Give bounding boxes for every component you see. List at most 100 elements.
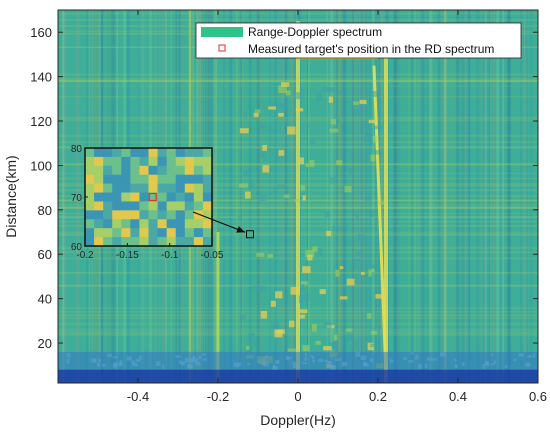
inset-pixel <box>130 219 140 229</box>
spectrum-ridge <box>384 32 388 383</box>
low-range-speckle <box>439 352 446 357</box>
spectrum-stripe <box>469 10 471 383</box>
inset-pixel <box>94 201 104 211</box>
spectrum-speckle <box>269 129 276 133</box>
low-range-speckle <box>408 359 414 363</box>
inset-pixel <box>121 192 131 202</box>
spectrum-stripe <box>509 10 511 383</box>
inset-pixel <box>112 210 122 220</box>
spectrum-stripe <box>482 10 484 383</box>
spectrum-speckle <box>335 269 340 277</box>
inset-pixel <box>94 210 104 220</box>
spectrum-speckle <box>369 209 375 218</box>
inset-pixel <box>166 174 177 185</box>
low-range-speckle <box>490 353 494 356</box>
inset-pixel <box>184 174 195 185</box>
inset-pixel <box>175 183 186 194</box>
spectrum-stripe <box>526 10 528 383</box>
legend-spectrum-patch <box>201 27 243 37</box>
spectrum-speckle <box>305 124 310 128</box>
spectrum-speckle <box>344 185 352 193</box>
spectrum-stripe <box>372 10 375 383</box>
spectrum-stripe <box>464 10 466 383</box>
inset-pixel <box>121 219 131 229</box>
spectrum-speckle <box>346 333 353 342</box>
spectrum-speckle <box>239 128 249 134</box>
low-range-speckle <box>403 357 408 360</box>
spectrum-speckle <box>338 90 346 95</box>
inset-pixel <box>193 192 204 202</box>
spectrum-speckle <box>324 210 330 218</box>
spectrum-speckle <box>284 194 290 198</box>
spectrum-stripe <box>341 10 344 383</box>
inset-pixel <box>85 148 95 158</box>
spectrum-speckle <box>315 340 321 345</box>
spectrum-speckle <box>363 135 372 143</box>
inset-pixel <box>157 210 168 220</box>
spectrum-speckle <box>289 320 295 328</box>
y-tick-label: 80 <box>38 203 52 218</box>
inset-pixel <box>148 219 159 229</box>
inset-pixel <box>130 156 140 167</box>
spectrum-stripe <box>274 10 278 383</box>
spectrum-stripe <box>421 10 425 383</box>
spectrum-speckle <box>336 160 343 166</box>
inset-pixel <box>85 219 95 229</box>
spectrum-stripe <box>351 10 354 383</box>
inset-pixel <box>130 210 140 220</box>
spectrum-speckle <box>304 293 310 302</box>
spectrum-stripe <box>493 10 496 383</box>
low-range-band <box>58 351 538 370</box>
inset-pixel <box>166 210 177 220</box>
inset-pixel <box>175 210 186 220</box>
spectrum-stripe <box>394 10 398 383</box>
spectrum-speckle <box>346 278 355 286</box>
spectrum-stripe <box>482 10 485 383</box>
spectrum-speckle <box>317 248 323 256</box>
inset-pixel <box>112 183 122 194</box>
spectrum-speckle <box>354 251 363 256</box>
inset-pixel <box>85 165 95 176</box>
target-marker <box>246 230 254 239</box>
low-range-speckle <box>410 352 414 355</box>
inset-pixel <box>112 201 122 211</box>
low-range-speckle <box>355 352 361 357</box>
spectrum-stripe <box>375 10 378 383</box>
low-range-speckle <box>161 364 165 369</box>
spectrum-speckle <box>267 253 274 258</box>
spectrum-speckle <box>364 195 372 201</box>
spectrum-speckle <box>345 328 353 332</box>
low-range-speckle <box>135 358 141 362</box>
spectrum-speckle <box>370 154 376 162</box>
low-range-speckle <box>310 355 314 358</box>
spectrum-speckle <box>332 225 342 231</box>
spectrum-speckle <box>285 90 291 96</box>
low-range-speckle <box>66 358 70 364</box>
spectrum-speckle <box>257 285 267 293</box>
spectrum-speckle <box>271 321 279 330</box>
spectrum-speckle <box>295 92 304 100</box>
spectrum-stripe <box>461 10 463 383</box>
spectrum-speckle <box>255 109 261 114</box>
inset-pixel <box>112 219 122 229</box>
spectrum-speckle <box>322 86 331 92</box>
spectrum-speckle <box>342 326 347 331</box>
spectrum-speckle <box>373 136 377 143</box>
low-range-speckle <box>292 361 297 365</box>
spectrum-stripe <box>379 10 383 383</box>
low-range-speckle <box>303 357 308 361</box>
low-range-speckle <box>484 361 489 366</box>
spectrum-stripe <box>393 10 397 383</box>
spectrum-speckle <box>299 314 305 319</box>
spectrum-speckle <box>238 214 242 220</box>
spectrum-stripe <box>228 10 233 383</box>
low-range-speckle <box>525 362 531 367</box>
inset-pixel <box>157 192 168 202</box>
spectrum-speckle <box>242 170 251 176</box>
spectrum-speckle <box>369 139 373 147</box>
low-range-speckle <box>126 356 132 361</box>
x-axis-label: Doppler(Hz) <box>260 412 335 428</box>
spectrum-speckle <box>309 160 315 167</box>
spectrum-speckle <box>368 119 377 124</box>
spectrum-stripe <box>307 10 309 383</box>
